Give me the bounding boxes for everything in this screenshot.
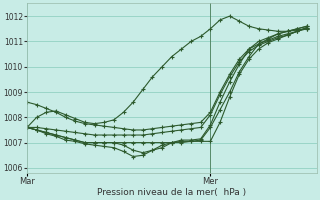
X-axis label: Pression niveau de la mer(  hPa ): Pression niveau de la mer( hPa ) [97, 188, 246, 197]
